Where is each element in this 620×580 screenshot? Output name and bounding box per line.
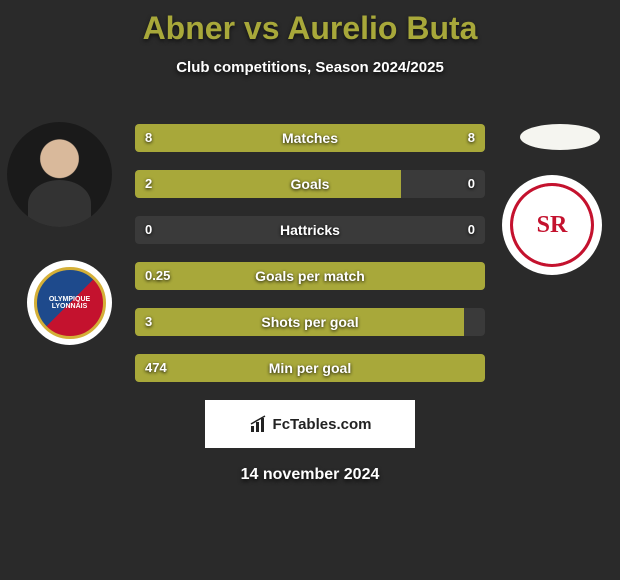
stats-panel: 8 Matches 8 2 Goals 0 0 Hattricks 0 0.25… (135, 124, 485, 484)
stat-value-right: 8 (458, 124, 485, 152)
stat-row-shots-per-goal: 3 Shots per goal (135, 308, 485, 336)
bar-chart-icon (249, 414, 269, 434)
club-badge-right: SR (502, 175, 602, 275)
stat-row-matches: 8 Matches 8 (135, 124, 485, 152)
stat-label: Shots per goal (135, 308, 485, 336)
lyon-badge-icon: OLYMPIQUELYONNAIS (34, 267, 106, 339)
subtitle: Club competitions, Season 2024/2025 (0, 59, 620, 76)
reims-badge-icon: SR (510, 183, 594, 267)
branding-text: FcTables.com (273, 416, 372, 433)
player-left-photo (7, 122, 112, 227)
stat-row-hattricks: 0 Hattricks 0 (135, 216, 485, 244)
stat-value-right: 0 (458, 170, 485, 198)
branding-badge[interactable]: FcTables.com (205, 400, 415, 448)
date-text: 14 november 2024 (135, 466, 485, 484)
stat-label: Goals (135, 170, 485, 198)
player-right-photo (520, 124, 600, 150)
avatar-placeholder-icon (7, 122, 112, 227)
stat-label: Min per goal (135, 354, 485, 382)
stat-row-min-per-goal: 474 Min per goal (135, 354, 485, 382)
stat-label: Matches (135, 124, 485, 152)
reims-monogram: SR (537, 212, 568, 239)
stat-row-goals-per-match: 0.25 Goals per match (135, 262, 485, 290)
stat-label: Goals per match (135, 262, 485, 290)
page-title: Abner vs Aurelio Buta (0, 0, 620, 47)
stat-row-goals: 2 Goals 0 (135, 170, 485, 198)
club-badge-left: OLYMPIQUELYONNAIS (27, 260, 112, 345)
stat-value-right: 0 (458, 216, 485, 244)
stat-label: Hattricks (135, 216, 485, 244)
